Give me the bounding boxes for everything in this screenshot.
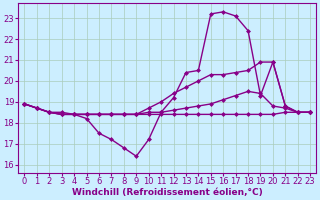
X-axis label: Windchill (Refroidissement éolien,°C): Windchill (Refroidissement éolien,°C) xyxy=(72,188,263,197)
